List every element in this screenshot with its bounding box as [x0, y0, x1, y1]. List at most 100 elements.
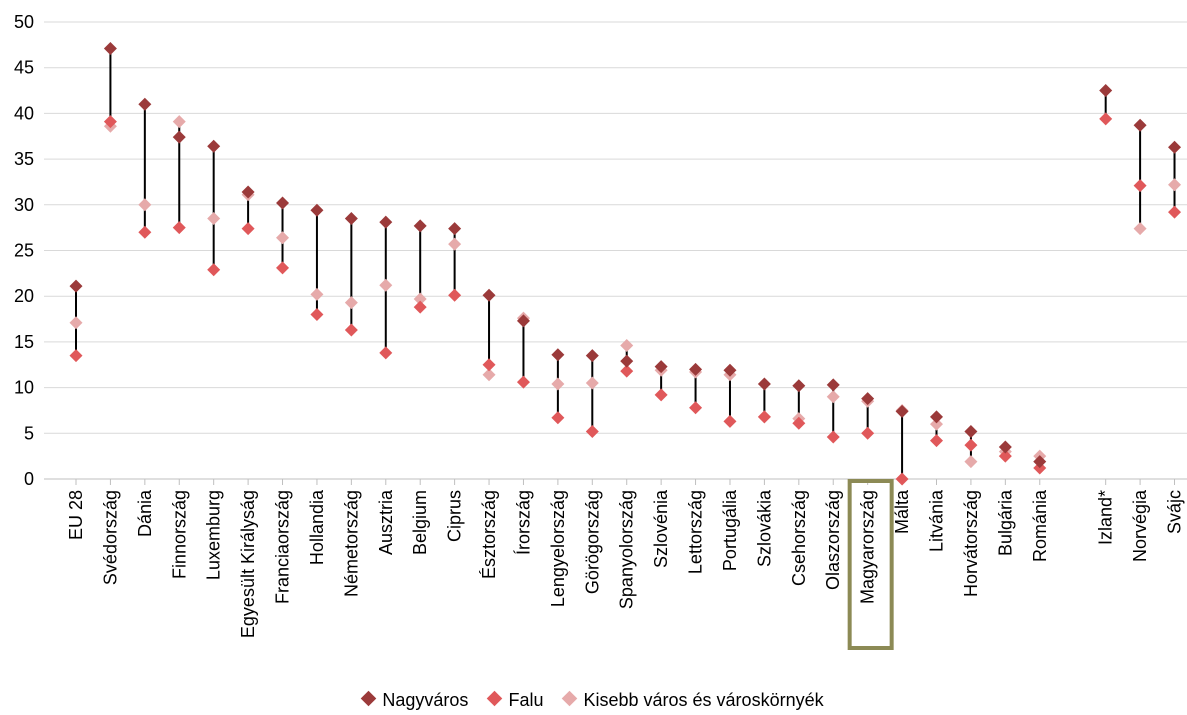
x-tick-label: Lettország	[686, 490, 706, 574]
data-point-falu	[310, 307, 324, 321]
y-tick-label: 30	[14, 195, 34, 215]
x-tick-label: EU 28	[66, 490, 86, 540]
legend-label: Falu	[508, 690, 544, 710]
x-tick-label: Olaszország	[823, 490, 843, 590]
data-point-kisebb	[379, 278, 393, 292]
data-point-nagyvaros	[344, 212, 358, 226]
x-tick-label: Lengyelország	[548, 490, 568, 607]
data-point-falu	[723, 414, 737, 428]
data-point-nagyvaros	[964, 424, 978, 438]
x-tick-label: Németország	[341, 490, 361, 597]
data-point-kisebb	[413, 292, 427, 306]
y-tick-label: 0	[24, 469, 34, 489]
data-point-falu	[689, 401, 703, 415]
x-tick-label: Franciaország	[273, 490, 293, 604]
x-tick-label: Portugália	[720, 489, 740, 571]
x-tick-label: Málta	[892, 489, 912, 534]
data-point-kisebb	[964, 455, 978, 469]
data-point-nagyvaros	[689, 362, 703, 376]
x-tick-label: Csehország	[789, 490, 809, 586]
data-point-nagyvaros	[276, 196, 290, 210]
data-point-kisebb	[448, 237, 462, 251]
data-point-kisebb	[344, 296, 358, 310]
data-point-kisebb	[1133, 222, 1147, 236]
data-point-falu	[964, 438, 978, 452]
data-point-falu	[69, 349, 83, 363]
data-point-nagyvaros	[585, 349, 599, 363]
legend: Nagyváros Falu Kisebb város és városkörn…	[0, 690, 1187, 711]
data-point-falu	[998, 449, 1012, 463]
y-tick-label: 20	[14, 286, 34, 306]
y-axis-ticks: 0 5 10 15 20 25 30 35 40 45 50	[14, 12, 1176, 489]
data-point-nagyvaros	[482, 288, 496, 302]
data-point-nagyvaros	[413, 219, 427, 233]
gridlines	[44, 21, 1187, 480]
data-point-falu	[379, 346, 393, 360]
legend-diamond-icon	[487, 690, 503, 707]
data-point-nagyvaros	[551, 348, 565, 362]
data-point-kisebb	[620, 339, 634, 353]
data-point-nagyvaros	[1133, 118, 1147, 132]
data-point-falu	[207, 263, 221, 277]
y-tick-label: 25	[14, 241, 34, 261]
x-tick-label: Hollandia	[307, 489, 327, 565]
data-point-nagyvaros	[448, 222, 462, 236]
legend-item-falu: Falu	[487, 690, 544, 711]
data-point-kisebb	[826, 390, 840, 404]
x-tick-label: Spanyolország	[617, 490, 637, 609]
legend-diamond-icon	[361, 690, 377, 707]
data-point-kisebb	[138, 198, 152, 212]
data-point-falu	[861, 426, 875, 440]
x-tick-label: Izland*	[1096, 490, 1116, 545]
x-tick-label: Ciprus	[445, 490, 465, 542]
x-tick-label: Belgium	[410, 490, 430, 555]
data-point-nagyvaros	[792, 379, 806, 393]
x-tick-label: Finnország	[169, 490, 189, 579]
data-point-nagyvaros	[379, 215, 393, 229]
data-point-nagyvaros	[930, 410, 943, 424]
x-tick-label: Norvégia	[1130, 489, 1150, 562]
data-point-nagyvaros	[861, 392, 875, 406]
y-tick-label: 45	[14, 58, 34, 78]
data-point-falu	[930, 434, 943, 448]
data-point-falu	[1133, 179, 1147, 193]
legend-label: Kisebb város és városkörnyék	[583, 690, 824, 710]
data-point-falu	[620, 364, 634, 378]
data-point-falu	[1099, 112, 1113, 126]
data-point-nagyvaros	[172, 130, 186, 144]
data-point-falu	[344, 323, 358, 337]
x-tick-label: Bulgária	[995, 489, 1015, 556]
data-point-kisebb	[551, 377, 565, 391]
highlight-box	[847, 479, 894, 650]
legend-item-nagyvaros: Nagyváros	[361, 690, 469, 711]
legend-label: Nagyváros	[382, 690, 469, 710]
legend-diamond-icon	[562, 690, 578, 707]
data-point-falu	[241, 222, 255, 236]
data-point-nagyvaros	[516, 314, 530, 328]
legend-item-kisebb: Kisebb város és városkörnyék	[562, 690, 824, 711]
data-point-kisebb	[1168, 178, 1182, 192]
data-point-nagyvaros	[1033, 455, 1047, 469]
data-point-falu	[1168, 205, 1182, 219]
data-point-falu	[172, 221, 186, 235]
dot-plot-chart: 0 5 10 15 20 25 30 35 40 45 50 EU 28 Svédország Dáni…	[14, 12, 1187, 650]
data-point-nagyvaros	[826, 378, 840, 392]
data-point-nagyvaros	[895, 404, 909, 418]
data-point-falu	[895, 472, 909, 486]
x-tick-label: Szlovénia	[651, 489, 671, 568]
data-point-nagyvaros	[757, 377, 771, 391]
data-point-falu	[448, 288, 462, 302]
data-point-falu	[585, 424, 599, 438]
y-tick-label: 40	[14, 103, 34, 123]
x-tick-label: Egyesült Királyság	[238, 490, 258, 638]
data-point-falu	[826, 430, 840, 444]
data-point-falu	[138, 225, 152, 239]
data-point-falu	[482, 358, 496, 372]
data-point-nagyvaros	[998, 440, 1012, 454]
data-point-nagyvaros	[1099, 84, 1113, 98]
data-point-nagyvaros	[620, 354, 634, 368]
data-point-kisebb	[585, 376, 599, 390]
x-tick-label: Románia	[1030, 489, 1050, 562]
data-point-nagyvaros	[241, 185, 255, 199]
data-point-kisebb	[482, 368, 496, 382]
